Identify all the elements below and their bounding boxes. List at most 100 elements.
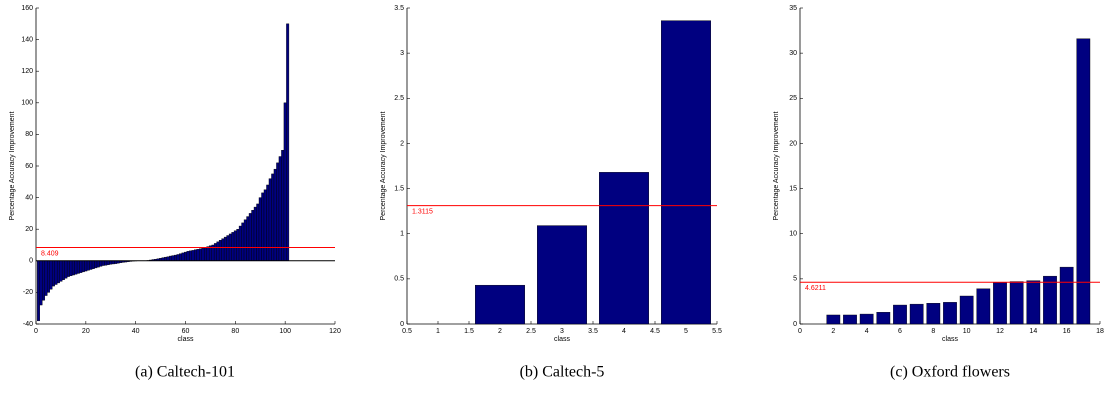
bar [191, 250, 195, 261]
x-tick-label: 6 [898, 328, 902, 335]
x-tick-label: 8 [931, 328, 935, 335]
y-tick-label: 60 [25, 163, 33, 170]
bar [278, 156, 282, 262]
x-axis-label: class [942, 336, 958, 343]
y-tick-label: 0.5 [394, 276, 404, 283]
y-tick-label: 80 [25, 131, 33, 138]
bar [236, 228, 240, 261]
bar [223, 236, 227, 262]
bar [231, 232, 235, 262]
bar [256, 203, 260, 261]
bar [109, 260, 113, 265]
y-tick-label: 30 [789, 50, 797, 57]
x-tick-label: 80 [231, 328, 239, 335]
bar [44, 260, 48, 296]
bar [166, 256, 170, 261]
bar [106, 260, 110, 265]
caption: (b) Caltech-5 [520, 364, 605, 381]
bar [959, 295, 974, 325]
x-tick-label: 0 [798, 328, 802, 335]
y-tick-label: -20 [23, 289, 33, 296]
bar [74, 260, 78, 275]
bar [86, 260, 90, 271]
bar [76, 260, 80, 274]
bar [56, 260, 60, 284]
bar [164, 256, 168, 261]
x-tick-label: 4.5 [650, 328, 660, 335]
bar [201, 247, 205, 262]
bar [189, 250, 192, 261]
bar [1043, 275, 1057, 325]
bar [1059, 266, 1074, 325]
bar [169, 255, 172, 261]
x-tick-label: 18 [1096, 328, 1104, 335]
bar [246, 216, 250, 261]
bar [221, 238, 225, 261]
y-tick-label: 2.5 [394, 95, 404, 102]
y-tick-label: 1.5 [394, 185, 404, 192]
bar [99, 260, 103, 267]
x-tick-label: 100 [279, 328, 291, 335]
y-tick-label: 20 [25, 226, 33, 233]
bar [661, 20, 712, 325]
bar [281, 149, 285, 261]
bar [179, 253, 182, 262]
bar [194, 249, 197, 262]
bar [238, 225, 242, 261]
x-tick-label: 14 [1029, 328, 1037, 335]
y-tick-label: 0 [400, 321, 404, 328]
y-tick-label: 1 [400, 231, 404, 238]
bar [203, 247, 207, 261]
x-tick-label: 2 [831, 328, 835, 335]
bar [174, 254, 177, 261]
y-tick-label: 100 [21, 100, 33, 107]
bar [39, 260, 43, 306]
bar [241, 222, 245, 262]
y-tick-label: -40 [23, 321, 33, 328]
bar [599, 172, 650, 325]
y-axis-label: Percentage Accuracy Improvement [9, 111, 16, 220]
bar [859, 313, 874, 325]
y-tick-label: 10 [789, 231, 797, 238]
x-tick-label: 20 [82, 328, 90, 335]
bar [71, 260, 75, 276]
bar [196, 249, 200, 262]
bar [199, 248, 202, 262]
x-tick-label: 120 [329, 328, 341, 335]
bar [876, 312, 891, 325]
bar [59, 260, 63, 282]
bar [49, 260, 53, 290]
bar [233, 230, 237, 261]
bar [186, 251, 190, 262]
y-tick-label: 25 [789, 95, 797, 102]
bar [79, 260, 83, 273]
bar [213, 243, 217, 261]
bar [184, 251, 187, 262]
x-tick-label: 3.5 [588, 328, 598, 335]
mean-label: 8.409 [41, 250, 59, 257]
bar [251, 210, 255, 262]
x-tick-label: 0.5 [402, 328, 412, 335]
bar [248, 213, 252, 261]
bar [537, 225, 588, 325]
x-tick-label: 10 [963, 328, 971, 335]
bar [181, 252, 185, 261]
bar [218, 240, 222, 261]
x-axis-label: class [178, 336, 194, 343]
x-tick-label: 5 [684, 328, 688, 335]
bar [253, 206, 257, 262]
bar [81, 260, 85, 273]
bar [89, 260, 93, 270]
bar [993, 282, 1007, 325]
bar [909, 303, 924, 325]
x-tick-label: 0 [34, 328, 38, 335]
bar [1026, 280, 1041, 325]
bar [268, 178, 272, 262]
y-tick-label: 0 [793, 321, 797, 328]
y-tick-label: 15 [789, 185, 797, 192]
y-tick-label: 140 [21, 36, 33, 43]
x-tick-label: 16 [1063, 328, 1071, 335]
bar [893, 304, 907, 325]
bar [91, 260, 95, 269]
